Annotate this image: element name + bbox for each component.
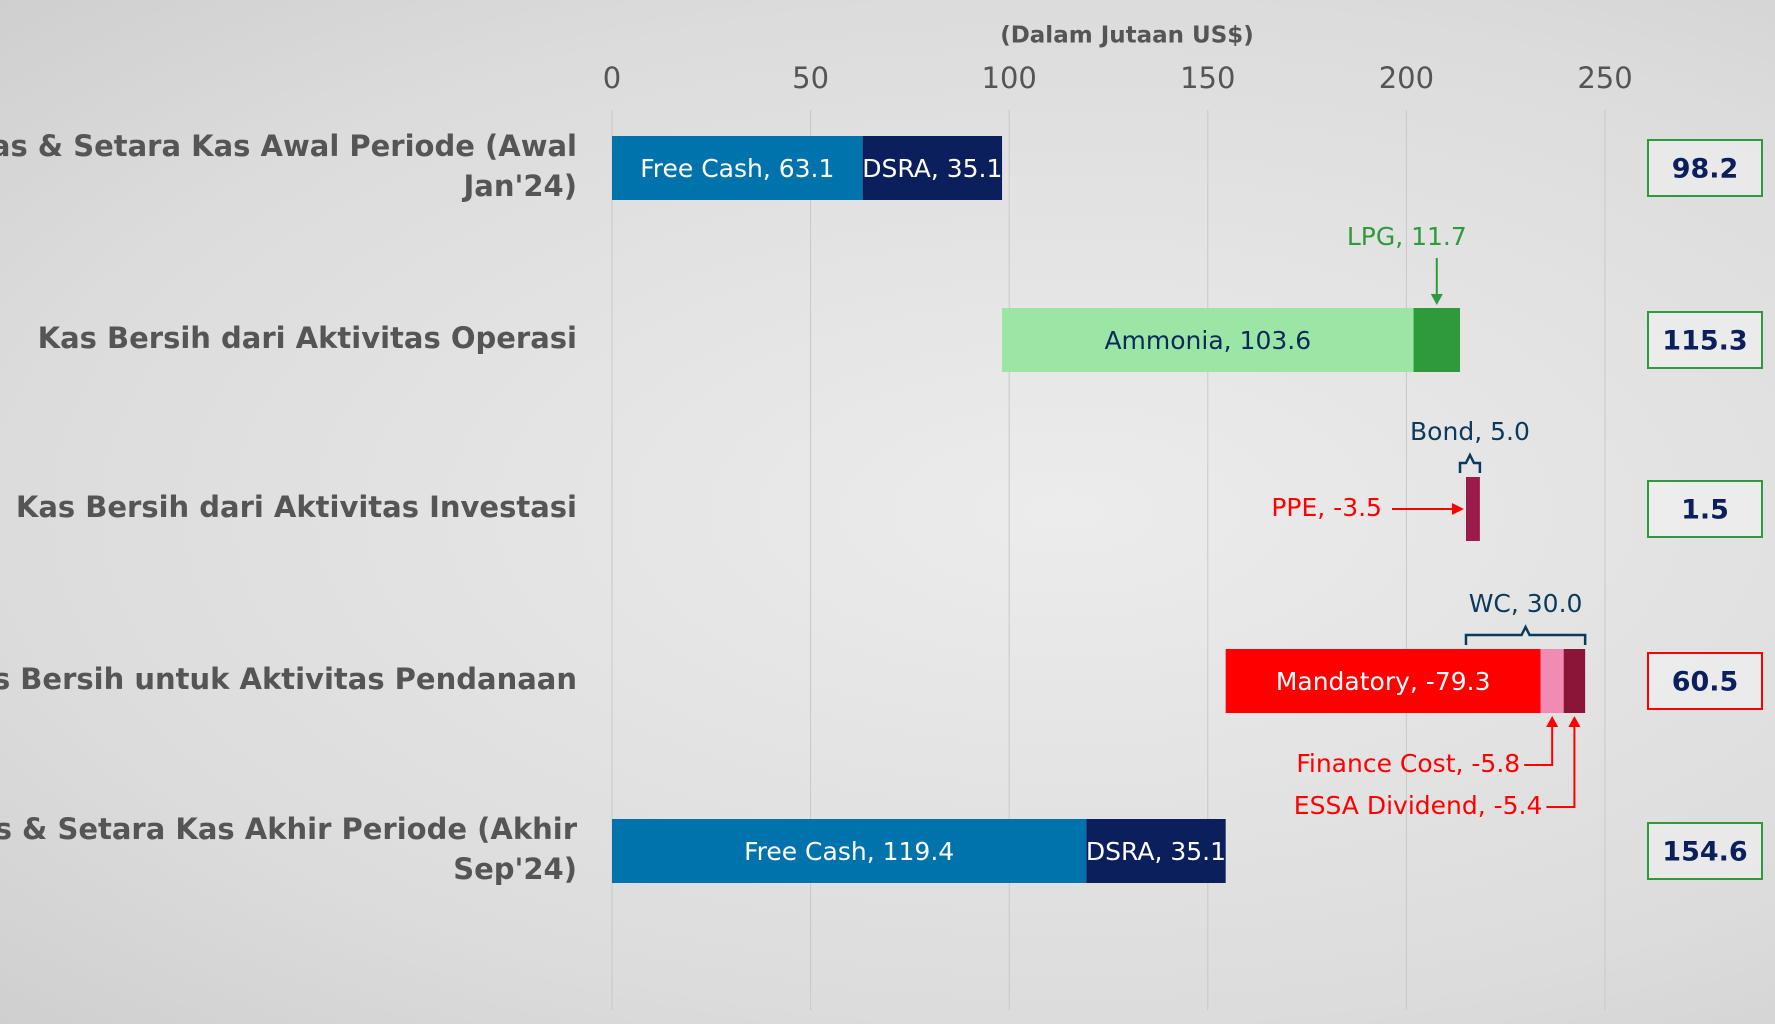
total-value: 60.5	[1672, 667, 1739, 698]
callout-arrow	[1524, 721, 1552, 765]
total-value: 98.2	[1672, 154, 1739, 185]
callout-label: LPG, 11.7	[1347, 222, 1467, 251]
callout-label: PPE, -3.5	[1271, 493, 1382, 522]
row-label: Jan'24)	[462, 169, 578, 203]
segment-label: DSRA, 35.1	[1086, 837, 1226, 866]
bar-segment	[1466, 477, 1480, 541]
row-label: Kas Bersih dari Aktivitas Operasi	[38, 321, 577, 355]
row-label: Kas Bersih dari Aktivitas Investasi	[16, 490, 577, 524]
segment-label: Free Cash, 119.4	[744, 837, 954, 866]
total-value: 154.6	[1662, 837, 1747, 868]
callout-label: ESSA Dividend, -5.4	[1294, 791, 1543, 820]
arrow-head	[1452, 503, 1464, 515]
segment-label: DSRA, 35.1	[862, 154, 1002, 183]
total-value: 115.3	[1662, 326, 1747, 357]
x-tick-label: 250	[1577, 61, 1632, 95]
row-label: Kas & Setara Kas Akhir Periode (Akhir	[0, 812, 578, 846]
row-label: Kas & Setara Kas Awal Periode (Awal	[0, 129, 577, 163]
chart: (Dalam Jutaan US$) 0 50 100 150 200 250 Kas & …	[0, 0, 1775, 1024]
bracket	[1460, 455, 1480, 473]
x-tick-label: 150	[1180, 61, 1235, 95]
row-label: Kas Bersih untuk Aktivitas Pendanaan	[0, 662, 577, 696]
bar-segment	[1564, 649, 1585, 713]
bracket-label: Bond, 5.0	[1410, 417, 1530, 446]
bracket	[1466, 627, 1585, 645]
chart-title: (Dalam Jutaan US$)	[1000, 23, 1254, 49]
bar-segment	[1414, 308, 1460, 372]
segment-label: Mandatory, -79.3	[1276, 667, 1491, 696]
arrow-head	[1546, 716, 1558, 727]
arrow-head	[1568, 716, 1580, 727]
row-label: Sep'24)	[453, 852, 577, 886]
page: (Dalam Jutaan US$) 0 50 100 150 200 250 Kas & …	[0, 0, 1775, 1024]
arrow-head	[1431, 294, 1443, 305]
bar-segment	[1541, 649, 1564, 713]
x-tick-label: 0	[603, 61, 621, 95]
bracket-label: WC, 30.0	[1469, 589, 1583, 618]
x-tick-label: 50	[792, 61, 829, 95]
total-value: 1.5	[1681, 495, 1729, 526]
callout-label: Finance Cost, -5.8	[1296, 749, 1520, 778]
segment-label: Free Cash, 63.1	[640, 154, 834, 183]
segment-label: Ammonia, 103.6	[1104, 326, 1311, 355]
x-tick-label: 100	[982, 61, 1037, 95]
x-tick-label: 200	[1379, 61, 1434, 95]
